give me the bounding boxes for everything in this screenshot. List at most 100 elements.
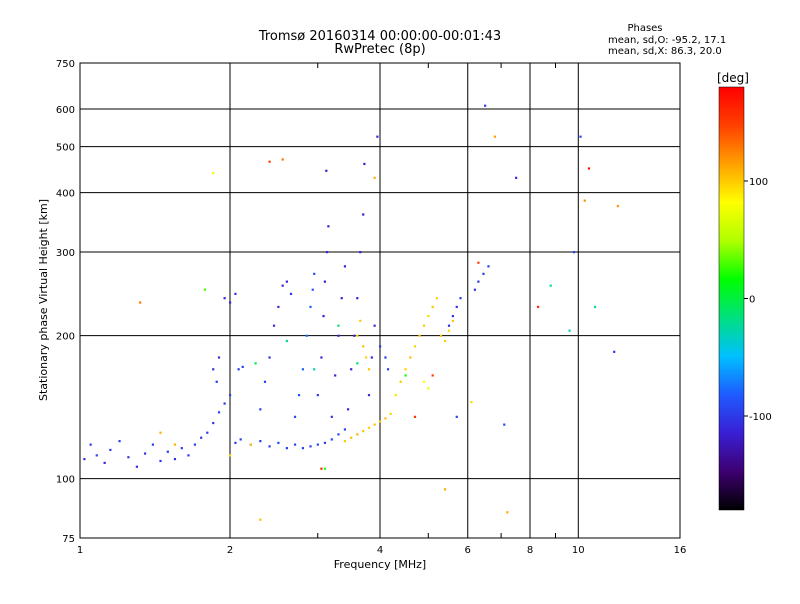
y-tick-label: 600 bbox=[56, 105, 75, 116]
data-point bbox=[373, 423, 376, 426]
data-point bbox=[439, 334, 443, 337]
data-point bbox=[549, 284, 552, 287]
data-point bbox=[268, 160, 271, 163]
data-point bbox=[413, 345, 417, 348]
data-point bbox=[187, 454, 190, 457]
data-point bbox=[404, 374, 407, 377]
data-point bbox=[353, 334, 356, 337]
data-point bbox=[285, 447, 288, 450]
data-point bbox=[313, 368, 316, 371]
phase-mean-x: mean, sd,X: 86.3, 20.0 bbox=[608, 46, 722, 57]
data-point bbox=[259, 440, 262, 443]
data-point bbox=[334, 374, 337, 377]
x-tick-label: 6 bbox=[465, 545, 471, 556]
data-point bbox=[241, 365, 244, 368]
y-tick-label: 100 bbox=[56, 475, 75, 486]
y-tick-label: 300 bbox=[56, 248, 75, 259]
data-point bbox=[568, 329, 571, 332]
data-point bbox=[259, 518, 262, 521]
data-point bbox=[103, 461, 106, 464]
data-point bbox=[363, 162, 366, 166]
data-point bbox=[493, 135, 497, 138]
data-point bbox=[268, 356, 271, 359]
data-point bbox=[579, 135, 582, 138]
data-point bbox=[473, 288, 477, 291]
x-axis: 1 2 4 6 8 10 16 bbox=[77, 63, 687, 556]
data-point bbox=[451, 315, 455, 318]
data-point bbox=[320, 467, 323, 470]
data-point bbox=[109, 448, 112, 452]
data-point bbox=[193, 443, 197, 446]
data-point bbox=[297, 394, 301, 397]
colorbar-tick-label: 0 bbox=[749, 295, 755, 306]
data-point bbox=[281, 284, 284, 287]
data-point bbox=[263, 380, 267, 383]
data-point bbox=[404, 368, 407, 371]
data-point bbox=[337, 433, 340, 436]
data-point bbox=[323, 467, 327, 470]
data-point bbox=[330, 438, 333, 441]
chart-title-line1: Tromsø 20160314 00:00:00-00:01:43 bbox=[258, 29, 501, 44]
data-point bbox=[223, 297, 226, 300]
data-point bbox=[356, 433, 359, 436]
data-point bbox=[384, 417, 387, 420]
data-point bbox=[259, 408, 262, 411]
colorbar-ticks: 100 0 -100 bbox=[744, 177, 772, 423]
data-point bbox=[431, 305, 434, 309]
x-tick-label: 1 bbox=[77, 545, 83, 556]
data-point bbox=[277, 441, 280, 444]
chart-title-line2: RwPretec (8p) bbox=[334, 42, 425, 57]
data-point bbox=[482, 272, 485, 275]
data-point bbox=[272, 324, 276, 327]
grid-lines bbox=[80, 63, 680, 538]
x-tick-label: 2 bbox=[227, 545, 233, 556]
y-tick-label: 400 bbox=[56, 189, 75, 200]
data-point bbox=[422, 380, 426, 383]
data-point bbox=[135, 465, 138, 468]
data-point bbox=[572, 251, 576, 254]
y-tick-label: 750 bbox=[56, 59, 75, 70]
data-point bbox=[285, 339, 288, 343]
data-point bbox=[323, 441, 327, 444]
data-point bbox=[373, 176, 376, 179]
phase-heading: Phases bbox=[627, 23, 662, 34]
data-point bbox=[229, 454, 232, 457]
colorbar-label: [deg] bbox=[717, 71, 749, 85]
data-point bbox=[356, 297, 359, 300]
data-point bbox=[217, 356, 221, 359]
data-point bbox=[200, 436, 203, 439]
data-point bbox=[367, 426, 371, 429]
data-point bbox=[447, 329, 451, 332]
x-tick-label: 4 bbox=[377, 545, 383, 556]
data-point bbox=[234, 292, 237, 296]
plot-frame bbox=[79, 62, 681, 539]
data-point bbox=[384, 356, 387, 359]
x-tick-label: 8 bbox=[527, 545, 533, 556]
phase-mean-o: mean, sd,O: -95.2, 17.1 bbox=[608, 35, 726, 46]
data-point bbox=[180, 447, 183, 450]
data-point bbox=[487, 265, 490, 268]
data-point bbox=[234, 441, 237, 444]
data-point bbox=[322, 315, 325, 318]
data-point bbox=[356, 362, 359, 365]
data-point bbox=[616, 204, 619, 208]
data-point bbox=[337, 334, 340, 337]
data-point bbox=[229, 394, 232, 397]
colorbar bbox=[718, 86, 745, 511]
data-point bbox=[515, 176, 518, 179]
y-axis: 75 100 200 300 400 500 600 750 bbox=[56, 59, 75, 545]
data-point bbox=[95, 454, 98, 457]
data-point bbox=[379, 420, 382, 423]
data-point bbox=[325, 251, 329, 254]
data-point bbox=[118, 440, 121, 443]
x-tick-label: 16 bbox=[674, 545, 687, 556]
data-point bbox=[455, 305, 458, 309]
x-axis-label: Frequency [MHz] bbox=[334, 558, 426, 571]
data-point bbox=[212, 368, 215, 371]
data-point bbox=[293, 443, 297, 446]
data-point bbox=[503, 423, 506, 426]
data-point bbox=[217, 411, 221, 414]
data-point bbox=[370, 356, 373, 359]
